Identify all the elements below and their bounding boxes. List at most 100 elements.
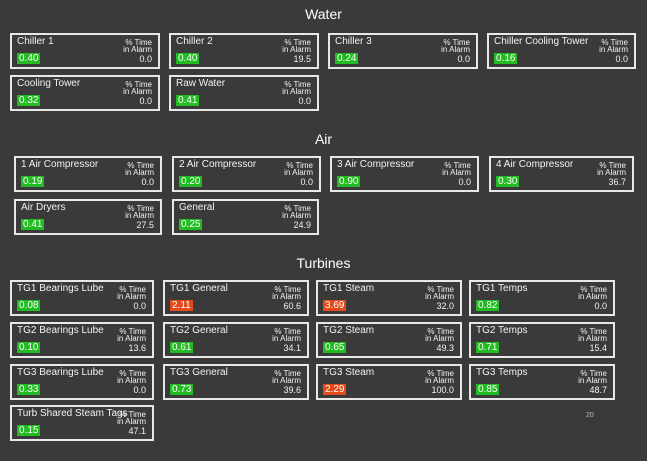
status-tile[interactable]: 1 Air Compressor 0.19 % Time in Alarm 0.0 [14, 156, 162, 192]
alarm-header-line1: % Time [444, 161, 471, 170]
status-tile[interactable]: TG2 General 0.61 % Time in Alarm 34.1 [163, 322, 309, 358]
alarm-header: % Time in Alarm [272, 327, 301, 343]
alarm-percent: 60.6 [283, 301, 301, 311]
status-tile[interactable]: Chiller 3 0.24 % Time in Alarm 0.0 [328, 33, 478, 69]
tile-name: TG2 Temps [476, 325, 528, 336]
alarm-header: % Time in Alarm [578, 286, 607, 301]
tile-name: TG3 Temps [476, 367, 528, 378]
tile-value-badge: 0.10 [17, 342, 41, 353]
alarm-header-line2: in Alarm [123, 45, 152, 54]
alarm-percent: 19.5 [293, 54, 311, 64]
alarm-header: % Time in Alarm [123, 38, 152, 54]
alarm-header-line2: in Alarm [578, 376, 607, 385]
status-tile[interactable]: 3 Air Compressor 0.90 % Time in Alarm 0.0 [330, 156, 479, 192]
tile-value-badge: 0.61 [170, 342, 194, 353]
alarm-header: % Time in Alarm [125, 204, 154, 220]
tile-value-badge: 0.15 [17, 425, 41, 436]
alarm-percent: 15.4 [589, 343, 607, 353]
status-tile[interactable]: Chiller Cooling Tower 0.16 % Time in Alarm 0… [487, 33, 636, 69]
section-title-turbines: Turbines [296, 255, 351, 271]
alarm-header-line1: % Time [580, 369, 607, 378]
section-title-water: Water [305, 6, 342, 22]
alarm-header-line2: in Alarm [578, 292, 607, 301]
alarm-header-line1: % Time [119, 285, 146, 294]
alarm-percent: 24.9 [293, 220, 311, 230]
alarm-header: % Time in Alarm [441, 39, 470, 54]
status-tile[interactable]: TG2 Steam 0.65 % Time in Alarm 49.3 [316, 322, 462, 358]
status-tile[interactable]: TG3 Temps 0.85 % Time in Alarm 48.7 [469, 364, 615, 400]
status-tile[interactable]: TG3 General 0.73 % Time in Alarm 39.6 [163, 364, 309, 400]
status-tile[interactable]: TG1 Temps 0.82 % Time in Alarm 0.0 [469, 280, 615, 316]
status-tile[interactable]: TG3 Steam 2.29 % Time in Alarm 100.0 [316, 364, 462, 400]
alarm-header-line1: % Time [127, 161, 154, 170]
tile-value-badge: 0.25 [179, 219, 203, 230]
alarm-header-line1: % Time [274, 327, 301, 336]
alarm-percent: 0.0 [298, 96, 311, 106]
status-tile[interactable]: General 0.25 % Time in Alarm 24.9 [172, 199, 319, 235]
status-tile[interactable]: TG2 Bearings Lube 0.10 % Time in Alarm 13.6 [10, 322, 154, 358]
alarm-header: % Time in Alarm [117, 285, 146, 301]
status-tile[interactable]: TG3 Bearings Lube 0.33 % Time in Alarm 0.0 [10, 364, 154, 400]
status-tile[interactable]: TG2 Temps 0.71 % Time in Alarm 15.4 [469, 322, 615, 358]
tile-value-badge: 0.08 [17, 300, 41, 311]
alarm-header-line1: % Time [119, 369, 146, 378]
alarm-header: % Time in Alarm [425, 369, 454, 385]
alarm-header-line2: in Alarm [125, 211, 154, 220]
status-tile[interactable]: TG1 Bearings Lube 0.08 % Time in Alarm 0.0 [10, 280, 154, 316]
alarm-header: % Time in Alarm [282, 205, 311, 220]
status-tile[interactable]: Air Dryers 0.41 % Time in Alarm 27.5 [14, 199, 162, 235]
alarm-header-line2: in Alarm [284, 168, 313, 177]
tile-value-badge: 0.73 [170, 384, 194, 395]
status-tile[interactable]: Raw Water 0.41 % Time in Alarm 0.0 [169, 75, 319, 111]
tile-name: TG2 General [170, 325, 228, 336]
alarm-header-line2: in Alarm [125, 168, 154, 177]
stray-label: 20 [586, 412, 594, 419]
alarm-header-line2: in Alarm [282, 45, 311, 54]
alarm-header: % Time in Alarm [125, 161, 154, 177]
tile-name: Raw Water [176, 78, 226, 89]
alarm-header-line1: % Time [427, 369, 454, 378]
alarm-percent: 0.0 [457, 54, 470, 64]
status-tile[interactable]: Chiller 1 0.40 % Time in Alarm 0.0 [10, 33, 160, 69]
tile-value-badge: 0.32 [17, 95, 41, 106]
alarm-header-line1: % Time [427, 327, 454, 336]
status-tile[interactable]: 4 Air Compressor 0.30 % Time in Alarm 36.7 [489, 156, 634, 192]
tile-name: TG3 General [170, 367, 228, 378]
tile-value-badge: 0.82 [476, 300, 500, 311]
alarm-percent: 0.0 [133, 301, 146, 311]
status-tile[interactable]: Turb Shared Steam Tags 0.15 % Time in Alarm… [10, 405, 154, 441]
tile-value-badge: 0.71 [476, 342, 500, 353]
tile-value-badge: 0.30 [496, 176, 520, 187]
status-tile[interactable]: Cooling Tower 0.32 % Time in Alarm 0.0 [10, 75, 160, 111]
alarm-percent: 0.0 [594, 301, 607, 311]
tile-name: 1 Air Compressor [21, 159, 99, 170]
alarm-header-line2: in Alarm [425, 334, 454, 343]
tile-value-badge: 0.41 [21, 219, 45, 230]
alarm-header-line2: in Alarm [282, 211, 311, 220]
tile-name: 4 Air Compressor [496, 159, 574, 170]
alarm-header-line2: in Alarm [272, 376, 301, 385]
tile-value-badge: 0.33 [17, 384, 41, 395]
status-tile[interactable]: 2 Air Compressor 0.20 % Time in Alarm 0.0 [172, 156, 321, 192]
status-tile[interactable]: Chiller 2 0.40 % Time in Alarm 19.5 [169, 33, 319, 69]
tile-name: Air Dryers [21, 202, 66, 213]
alarm-header-line2: in Alarm [441, 45, 470, 54]
alarm-header: % Time in Alarm [272, 286, 301, 301]
alarm-percent: 0.0 [133, 385, 146, 395]
alarm-header-line2: in Alarm [117, 334, 146, 343]
tile-name: TG1 Temps [476, 283, 528, 294]
alarm-percent: 0.0 [615, 54, 628, 64]
tile-value-badge: 0.16 [494, 53, 518, 64]
tile-value-badge: 0.65 [323, 342, 347, 353]
tile-value-badge: 2.29 [323, 384, 347, 395]
status-tile[interactable]: TG1 Steam 3.69 % Time in Alarm 32.0 [316, 280, 462, 316]
alarm-header-line1: % Time [119, 410, 146, 419]
alarm-percent: 48.7 [589, 385, 607, 395]
alarm-header-line1: % Time [127, 204, 154, 213]
status-tile[interactable]: TG1 General 2.11 % Time in Alarm 60.6 [163, 280, 309, 316]
alarm-header: % Time in Alarm [425, 327, 454, 343]
alarm-percent: 49.3 [436, 343, 454, 353]
alarm-header: % Time in Alarm [578, 369, 607, 385]
alarm-header-line1: % Time [125, 38, 152, 47]
alarm-percent: 34.1 [283, 343, 301, 353]
